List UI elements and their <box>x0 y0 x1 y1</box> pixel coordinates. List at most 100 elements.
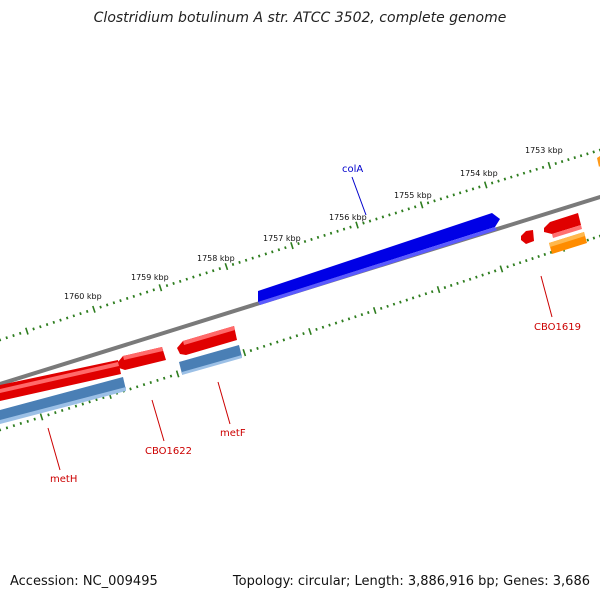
minor-tick <box>244 258 248 262</box>
minor-tick <box>165 284 169 288</box>
minor-tick <box>446 195 449 199</box>
gene-CBO1619-arrow[interactable] <box>521 230 534 244</box>
minor-tick <box>59 318 62 322</box>
gene-label-metF[interactable]: metF <box>220 428 246 439</box>
minor-tick <box>251 256 254 260</box>
minor-tick <box>169 374 173 378</box>
gene-metF-shade <box>183 326 235 345</box>
minor-tick <box>277 248 281 252</box>
minor-tick <box>379 306 383 310</box>
minor-tick <box>162 376 166 380</box>
minor-tick <box>503 177 507 181</box>
gene-right-red[interactable] <box>544 213 581 234</box>
minor-tick <box>430 290 434 294</box>
minor-tick <box>426 201 430 205</box>
minor-tick <box>362 221 365 225</box>
scale-label-1757: 1757 kbp <box>263 234 301 243</box>
leader-CBO1619 <box>540 275 553 318</box>
minor-tick <box>510 175 513 179</box>
minor-tick <box>336 229 339 233</box>
minor-tick <box>85 309 89 313</box>
gene-metH-cds-shade <box>0 387 126 424</box>
major-tick <box>419 201 424 209</box>
gene-label-metH[interactable]: metH <box>50 474 77 485</box>
minor-tick <box>295 334 299 338</box>
minor-tick <box>95 398 98 402</box>
major-tick <box>436 286 441 294</box>
minor-tick <box>282 338 286 342</box>
minor-tick <box>439 197 443 201</box>
minor-tick <box>323 233 326 237</box>
minor-tick <box>531 257 534 261</box>
minor-tick <box>452 193 455 197</box>
minor-tick <box>522 171 526 175</box>
minor-tick <box>185 277 189 281</box>
minor-tick <box>541 165 545 169</box>
minor-tick <box>105 303 109 307</box>
minor-tick <box>52 320 56 324</box>
minor-tick <box>315 327 318 331</box>
minor-tick <box>99 305 102 309</box>
minor-tick <box>256 346 259 350</box>
minor-tick <box>297 242 300 246</box>
scale-label-1753: 1753 kbp <box>525 146 563 155</box>
minor-tick <box>592 236 596 240</box>
major-tick <box>547 161 552 170</box>
minor-tick <box>218 267 222 271</box>
minor-tick <box>238 260 241 264</box>
gene-metF-cds[interactable] <box>179 345 242 374</box>
major-tick <box>224 262 229 271</box>
scale-label-1760: 1760 kbp <box>64 292 102 301</box>
minor-tick <box>72 314 76 318</box>
gene-metH-cds[interactable] <box>0 377 126 423</box>
minor-tick <box>458 191 462 195</box>
minor-tick <box>112 301 116 305</box>
minor-tick <box>316 235 320 239</box>
gene-label-CBO1619[interactable]: CBO1619 <box>534 322 581 333</box>
major-tick <box>92 305 96 313</box>
minor-tick <box>135 385 139 389</box>
major-tick <box>25 327 29 335</box>
minor-tick <box>497 179 500 183</box>
minor-tick <box>341 319 344 323</box>
gene-label-colA[interactable]: colA <box>342 164 363 175</box>
gene-colA[interactable] <box>258 213 500 302</box>
minor-tick <box>354 315 357 319</box>
minor-tick <box>145 290 149 294</box>
scale-label-1758: 1758 kbp <box>197 254 235 263</box>
minor-tick <box>506 265 509 269</box>
minor-tick <box>367 311 370 315</box>
minor-tick <box>198 273 202 277</box>
minor-tick <box>567 158 570 162</box>
minor-tick <box>573 156 576 160</box>
minor-tick <box>264 252 268 256</box>
minor-tick <box>47 413 50 417</box>
minor-tick <box>360 313 364 317</box>
minor-tick <box>119 299 122 303</box>
minor-tick <box>554 161 557 165</box>
minor-tick <box>269 342 272 346</box>
minor-tick <box>249 349 253 353</box>
leader-metF <box>217 381 231 425</box>
major-tick <box>355 221 359 229</box>
minor-tick <box>45 323 49 327</box>
minor-tick <box>129 387 132 391</box>
minor-tick <box>388 213 391 217</box>
minor-tick <box>462 279 466 283</box>
minor-tick <box>529 169 532 173</box>
minor-tick <box>516 173 519 177</box>
accession-text: Accession: NC_009495 <box>10 574 158 589</box>
minor-tick <box>26 419 29 423</box>
gene-edge-orange[interactable] <box>597 156 600 167</box>
minor-tick <box>156 378 159 382</box>
minor-tick <box>88 400 91 404</box>
major-tick <box>242 349 247 357</box>
minor-tick <box>12 334 15 338</box>
minor-tick <box>481 273 484 277</box>
minor-tick <box>518 261 522 265</box>
gene-right-red-shade <box>552 225 582 238</box>
gene-label-CBO1622[interactable]: CBO1622 <box>145 446 192 457</box>
minor-tick <box>231 262 235 266</box>
minor-tick <box>478 185 481 189</box>
